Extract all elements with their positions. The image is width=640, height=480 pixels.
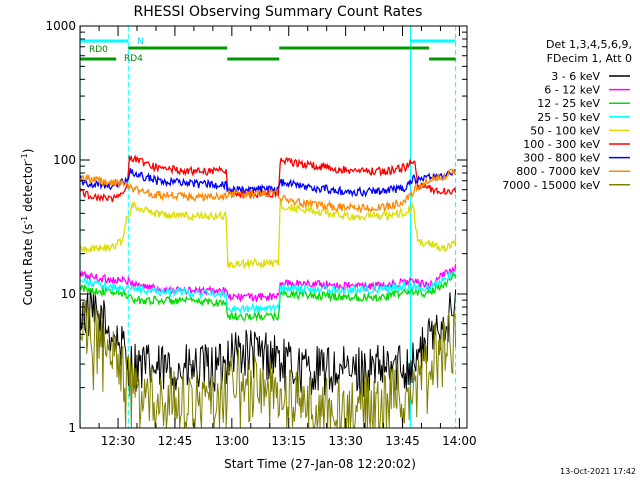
- legend-label: 7000 - 15000 keV: [502, 179, 600, 192]
- detector-info-line-1: Det 1,3,4,5,6,9,: [546, 38, 632, 51]
- legend-label: 100 - 300 keV: [523, 138, 600, 151]
- legend-label: 12 - 25 keV: [537, 97, 600, 110]
- observing-markers: N RD0 RD4: [79, 26, 457, 428]
- legend-label: 800 - 7000 keV: [516, 165, 600, 178]
- y-tick-label: 1: [68, 421, 76, 435]
- series-layer: [79, 154, 457, 430]
- x-tick-label: 12:45: [158, 434, 193, 448]
- y-tick-label: 100: [53, 153, 76, 167]
- x-axis-label: Start Time (27-Jan-08 12:20:02): [224, 457, 416, 471]
- series-line: [79, 289, 457, 397]
- y-tick-label: 10: [61, 287, 76, 301]
- series-line: [79, 168, 456, 214]
- footer-date: 13-Oct-2021 17:42: [560, 467, 636, 476]
- marker-label: RD4: [124, 54, 143, 64]
- chart-title: RHESSI Observing Summary Count Rates: [134, 4, 423, 20]
- x-tick-label: 12:30: [101, 434, 136, 448]
- legend-label: 3 - 6 keV: [551, 70, 600, 83]
- y-axis-label: Count Rate (s-1 detector-1): [20, 149, 35, 306]
- marker-label: RD0: [89, 45, 108, 55]
- y-tick-label: 1000: [45, 19, 76, 33]
- x-tick-label: 13:45: [385, 434, 420, 448]
- series-line: [79, 199, 457, 270]
- legend-label: 50 - 100 keV: [530, 124, 600, 137]
- x-tick-label: 14:00: [442, 434, 477, 448]
- legend-label: 300 - 800 keV: [523, 152, 600, 165]
- x-tick-label: 13:15: [271, 434, 306, 448]
- series-line: [79, 168, 456, 198]
- series-line: [79, 270, 457, 315]
- axes: 1 10 100 1000 12:30 12:45 13:00 13:15 13:30 13:45…: [45, 19, 476, 448]
- x-tick-label: 13:30: [328, 434, 363, 448]
- series-line: [79, 299, 457, 430]
- legend-label: 25 - 50 keV: [537, 111, 600, 124]
- series-line: [79, 154, 457, 203]
- legend-label: 6 - 12 keV: [544, 84, 600, 97]
- marker-label: N: [137, 37, 144, 47]
- x-tick-label: 13:00: [215, 434, 250, 448]
- plot-frame: [79, 25, 468, 429]
- detector-info-line-2: FDecim 1, Att 0: [547, 52, 632, 65]
- series-line: [79, 271, 457, 322]
